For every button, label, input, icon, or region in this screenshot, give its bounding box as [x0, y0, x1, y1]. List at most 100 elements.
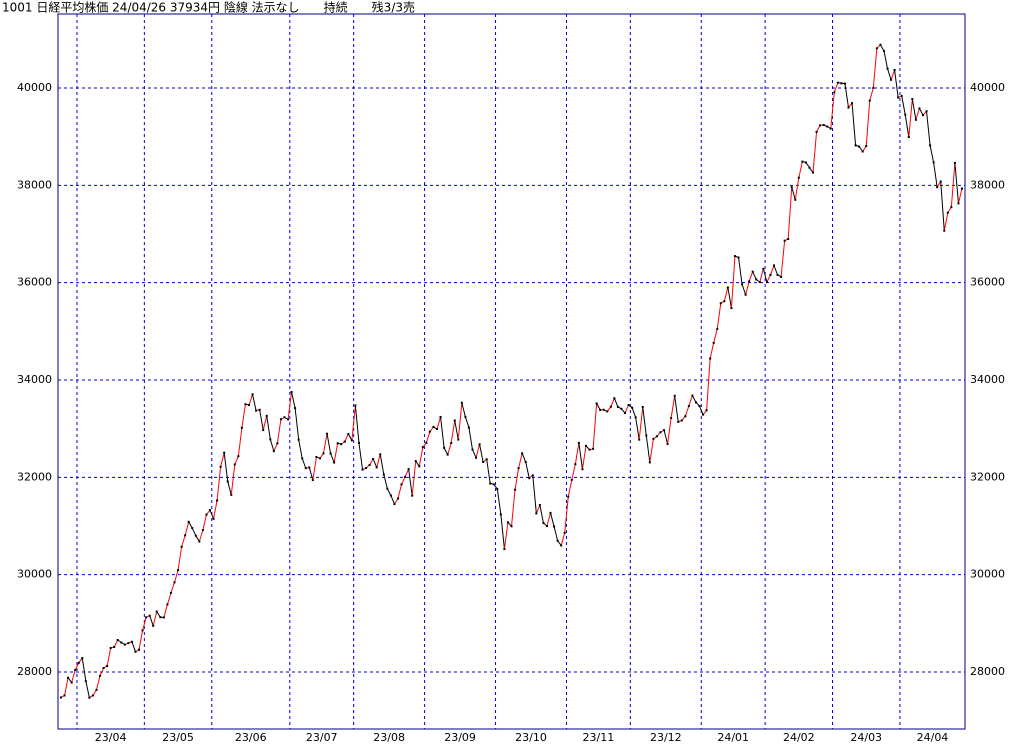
price-segment [766, 274, 771, 283]
price-point [616, 405, 619, 408]
price-point [829, 127, 832, 130]
price-point [400, 483, 403, 486]
price-segment [727, 287, 732, 309]
price-point [145, 616, 148, 619]
price-segment [748, 271, 754, 282]
price-segment [227, 481, 232, 495]
price-point [939, 180, 942, 183]
price-point [897, 96, 900, 99]
price-segment [418, 447, 424, 467]
price-segment [564, 496, 569, 533]
price-point [478, 443, 481, 446]
price-point [308, 466, 311, 469]
price-point [730, 307, 733, 310]
chart-title: 1001 日経平均株価 24/04/26 37934円 陰線 法示なし 持続 残… [2, 0, 415, 15]
price-point [255, 409, 258, 412]
price-segment [333, 443, 339, 463]
price-point [95, 688, 98, 691]
price-point [63, 694, 66, 697]
price-point [88, 696, 91, 699]
price-point [198, 540, 201, 543]
price-point [432, 425, 435, 428]
price-segment [301, 458, 307, 469]
price-segment [872, 48, 878, 88]
price-segment [933, 162, 938, 188]
price-segment [716, 303, 722, 330]
price-point [329, 452, 332, 455]
price-segment [170, 582, 175, 594]
price-point [872, 86, 875, 89]
price-point [684, 415, 687, 418]
price-segment [560, 532, 566, 546]
price-segment [833, 82, 839, 93]
price-point [918, 107, 921, 110]
price-segment [667, 417, 672, 445]
y-tick-label: 36000 [17, 276, 52, 289]
price-point [691, 394, 694, 397]
price-segment [461, 402, 466, 418]
price-point [748, 280, 751, 283]
price-point [396, 497, 399, 500]
price-segment [865, 100, 871, 147]
price-segment [798, 161, 803, 178]
price-point [453, 419, 456, 422]
price-point [868, 99, 871, 102]
price-segment [486, 459, 491, 484]
price-point [503, 548, 506, 551]
price-point [510, 525, 513, 528]
price-point [663, 429, 666, 432]
price-point [134, 650, 137, 653]
price-point [340, 443, 343, 446]
price-point [375, 466, 378, 469]
price-segment [252, 394, 257, 411]
price-segment [230, 464, 236, 495]
price-segment [929, 145, 935, 163]
price-point [407, 468, 410, 471]
price-point [169, 591, 172, 594]
x-tick-label: 23/04 [95, 731, 127, 744]
price-segment [436, 416, 442, 430]
price-segment [649, 438, 654, 463]
price-point [223, 451, 226, 454]
price-segment [220, 452, 225, 467]
price-point [496, 488, 499, 491]
price-point [152, 624, 155, 627]
price-segment [266, 415, 271, 440]
price-point [404, 475, 407, 478]
price-segment [298, 439, 303, 459]
price-point [70, 681, 73, 684]
price-point [723, 300, 726, 303]
price-segment [596, 403, 601, 411]
price-point [847, 106, 850, 109]
price-point [226, 480, 229, 483]
price-point [787, 237, 790, 240]
price-segment [308, 467, 314, 481]
price-segment [276, 419, 282, 444]
price-point [428, 430, 431, 433]
price-point [287, 418, 290, 421]
price-point [421, 446, 424, 449]
price-point [283, 416, 286, 419]
price-segment [390, 495, 395, 505]
price-segment [546, 512, 552, 527]
price-segment [347, 433, 353, 441]
price-point [893, 69, 896, 72]
price-segment [851, 103, 857, 146]
price-point [886, 67, 889, 70]
price-point [230, 493, 233, 496]
price-segment [773, 265, 779, 276]
price-point [208, 509, 211, 512]
price-point [460, 401, 463, 404]
price-segment [99, 667, 105, 676]
price-point [620, 407, 623, 410]
price-point [819, 124, 822, 127]
price-point [485, 458, 488, 461]
price-point [467, 426, 470, 429]
price-segment [401, 476, 406, 485]
price-segment [567, 479, 573, 497]
price-point [677, 420, 680, 423]
price-segment [198, 529, 204, 542]
price-point [141, 629, 144, 632]
y2-tick-label: 30000 [970, 568, 1005, 581]
price-point [116, 638, 119, 641]
